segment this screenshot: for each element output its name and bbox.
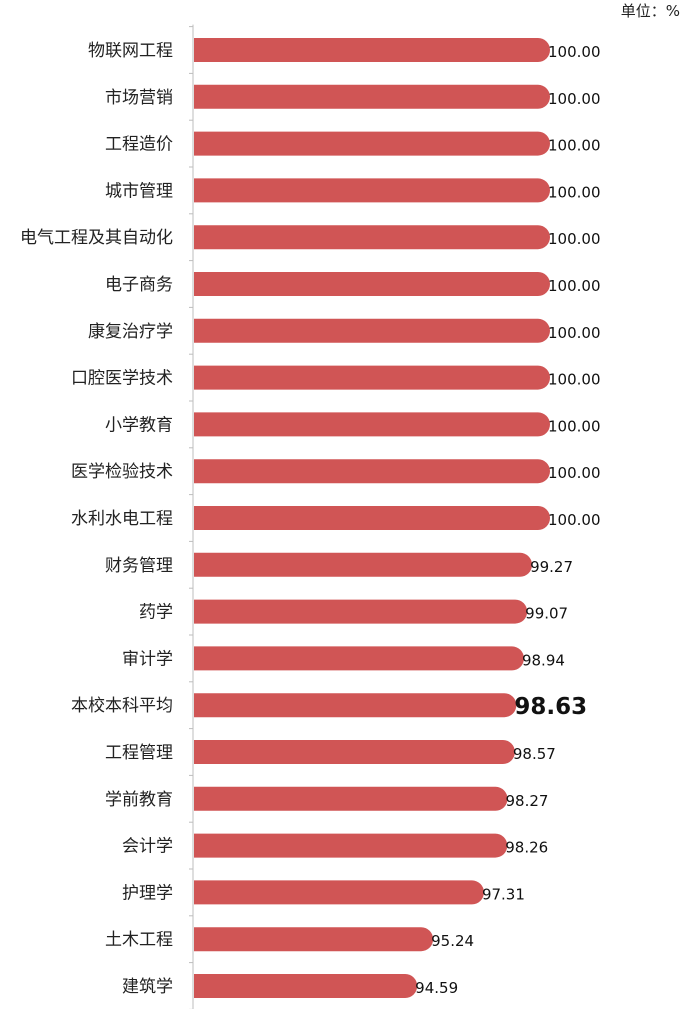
- category-label: 本校本科平均: [71, 696, 173, 716]
- highlight-value-label: 98.63: [514, 694, 587, 720]
- bar: [194, 459, 550, 484]
- bar: [194, 412, 550, 437]
- category-label: 审计学: [122, 649, 173, 669]
- bar: [194, 365, 550, 390]
- value-label: 98.26: [505, 839, 548, 857]
- category-label: 工程造价: [105, 135, 173, 155]
- category-label: 会计学: [122, 837, 173, 857]
- category-label: 工程管理: [105, 743, 173, 763]
- value-label: 100.00: [548, 183, 601, 201]
- bar: [194, 786, 508, 811]
- value-label: 98.94: [522, 651, 565, 669]
- category-label: 小学教育: [105, 415, 173, 435]
- value-label: 98.57: [513, 745, 556, 763]
- value-label: 97.31: [482, 885, 525, 903]
- category-label: 康复治疗学: [88, 322, 173, 342]
- bar: [194, 833, 508, 858]
- value-label: 100.00: [548, 511, 601, 529]
- value-label: 100.00: [548, 277, 601, 295]
- bar: [194, 178, 550, 203]
- value-label: 98.27: [506, 792, 549, 810]
- category-label: 建筑学: [122, 977, 173, 997]
- bar: [194, 38, 550, 62]
- bar: [194, 646, 524, 671]
- category-label: 物联网工程: [88, 41, 173, 61]
- value-label: 100.00: [548, 230, 601, 248]
- category-label: 药学: [139, 603, 173, 623]
- bar: [194, 974, 418, 998]
- value-label: 100.00: [548, 464, 601, 482]
- category-label: 电气工程及其自动化: [20, 228, 173, 248]
- category-label: 护理学: [122, 883, 173, 903]
- unit-label: 单位：%: [620, 2, 680, 20]
- category-label: 学前教育: [105, 790, 173, 810]
- bar: [194, 225, 550, 250]
- value-label: 100.00: [548, 371, 601, 389]
- value-label: 100.00: [548, 324, 601, 342]
- bar: [194, 272, 550, 296]
- bar: [194, 693, 517, 718]
- value-label: 99.07: [525, 605, 568, 623]
- bar: [194, 927, 434, 952]
- category-label: 电子商务: [105, 275, 173, 295]
- bar: [194, 599, 528, 624]
- category-label: 口腔医学技术: [71, 369, 173, 389]
- value-label: 94.59: [415, 979, 458, 997]
- value-label: 100.00: [548, 137, 601, 155]
- value-label: 100.00: [548, 90, 601, 108]
- value-label: 100.00: [548, 43, 601, 61]
- value-label: 99.27: [530, 558, 573, 576]
- category-label: 土木工程: [105, 930, 173, 950]
- bar: [194, 84, 550, 109]
- category-label: 水利水电工程: [71, 509, 173, 529]
- bar: [194, 740, 515, 764]
- bar: [194, 880, 484, 905]
- category-label: 医学检验技术: [71, 462, 173, 482]
- value-label: 100.00: [548, 417, 601, 435]
- value-label: 95.24: [431, 932, 474, 950]
- bar: [194, 318, 550, 343]
- bar: [194, 552, 533, 577]
- category-label: 城市管理: [105, 181, 173, 201]
- category-label: 市场营销: [105, 88, 173, 108]
- bar: [194, 131, 550, 156]
- bar: [194, 506, 550, 530]
- category-label: 财务管理: [105, 556, 173, 576]
